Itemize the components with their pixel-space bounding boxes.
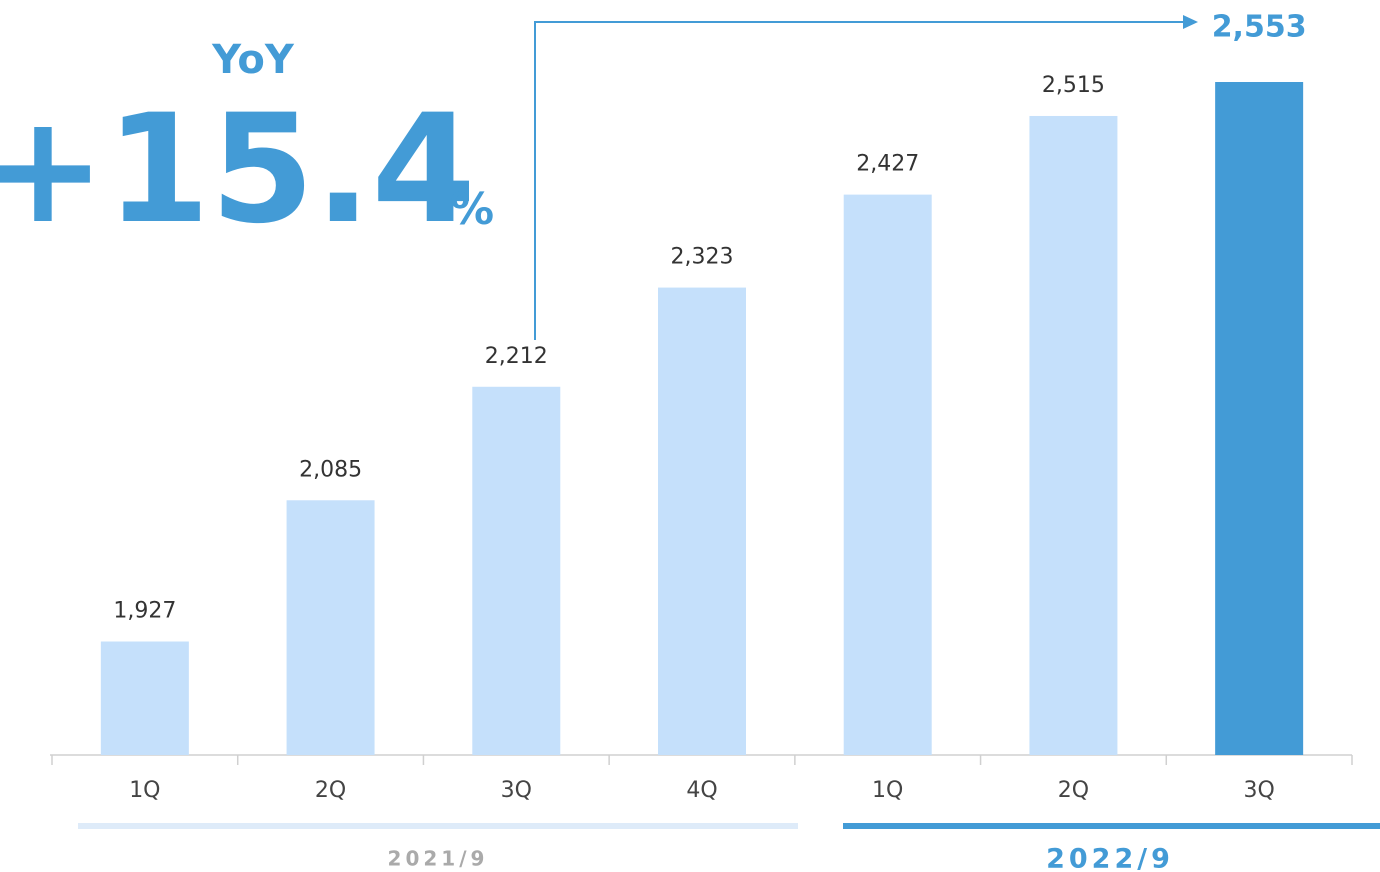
bar	[100, 641, 189, 755]
group-label: 2021/9	[388, 847, 489, 871]
value-label: 2,323	[671, 245, 734, 270]
yoy-label: YoY	[211, 37, 295, 83]
x-tick-label: 3Q	[1243, 778, 1274, 803]
value-label: 2,427	[856, 152, 919, 177]
group-label: 2022/9	[1046, 844, 1174, 872]
bar	[1215, 82, 1304, 756]
yoy-value: +15.4	[0, 83, 476, 257]
x-tick-label: 1Q	[872, 778, 903, 803]
bar	[1029, 115, 1118, 755]
x-tick-label: 1Q	[129, 778, 160, 803]
value-label: 2,212	[485, 344, 548, 369]
bar	[843, 194, 932, 755]
value-label: 2,515	[1042, 73, 1105, 98]
bar	[472, 386, 561, 755]
x-tick-label: 4Q	[686, 778, 717, 803]
yoy-arrow	[534, 21, 1185, 340]
group-bar	[78, 823, 798, 829]
bar	[286, 500, 375, 755]
arrow-head	[1183, 15, 1198, 29]
value-label: 2,553	[1212, 10, 1307, 45]
yoy-unit: %	[450, 184, 494, 235]
value-label: 2,085	[299, 457, 362, 482]
value-label: 1,927	[113, 598, 176, 623]
group-bar	[843, 823, 1380, 829]
x-tick-label: 3Q	[501, 778, 532, 803]
x-tick-label: 2Q	[315, 778, 346, 803]
bar	[658, 287, 746, 755]
x-tick-label: 2Q	[1058, 778, 1089, 803]
